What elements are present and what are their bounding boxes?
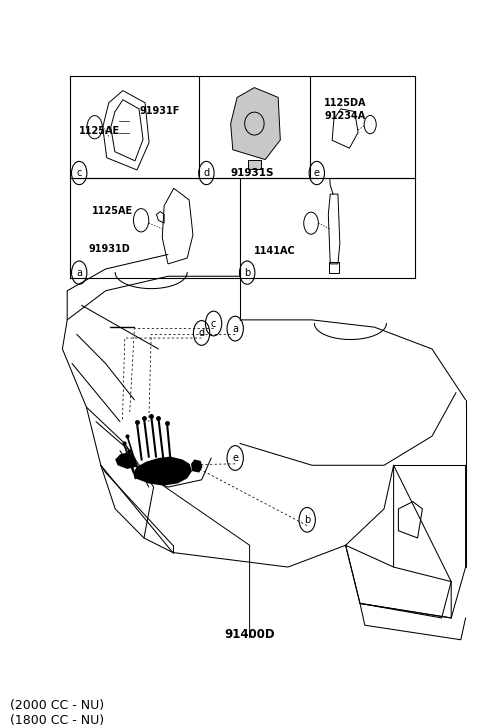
Text: 1125AE: 1125AE — [79, 126, 120, 136]
Text: 1125AE: 1125AE — [92, 206, 133, 216]
Text: c: c — [211, 318, 216, 329]
Text: a: a — [232, 324, 238, 334]
Polygon shape — [248, 160, 261, 169]
Bar — [329, 262, 339, 273]
Text: e: e — [232, 453, 238, 463]
Text: d: d — [199, 328, 204, 338]
Text: c: c — [76, 168, 82, 178]
Text: (1800 CC - NU): (1800 CC - NU) — [10, 714, 104, 727]
Text: 91400D: 91400D — [224, 628, 275, 641]
Text: 91931S: 91931S — [230, 168, 274, 178]
Text: 91931D: 91931D — [89, 244, 131, 254]
Text: 91931F: 91931F — [139, 105, 180, 116]
Text: 1141AC: 1141AC — [254, 246, 296, 256]
Polygon shape — [191, 459, 203, 473]
Text: b: b — [244, 268, 251, 278]
Text: b: b — [304, 515, 311, 525]
Text: 1125DA: 1125DA — [324, 98, 367, 108]
Text: 91234A: 91234A — [325, 111, 366, 121]
Polygon shape — [133, 457, 192, 486]
Polygon shape — [231, 88, 280, 160]
Text: a: a — [76, 268, 82, 278]
Text: d: d — [204, 168, 209, 178]
Text: (2000 CC - NU): (2000 CC - NU) — [10, 699, 104, 712]
Polygon shape — [115, 452, 137, 469]
Text: e: e — [314, 168, 320, 178]
